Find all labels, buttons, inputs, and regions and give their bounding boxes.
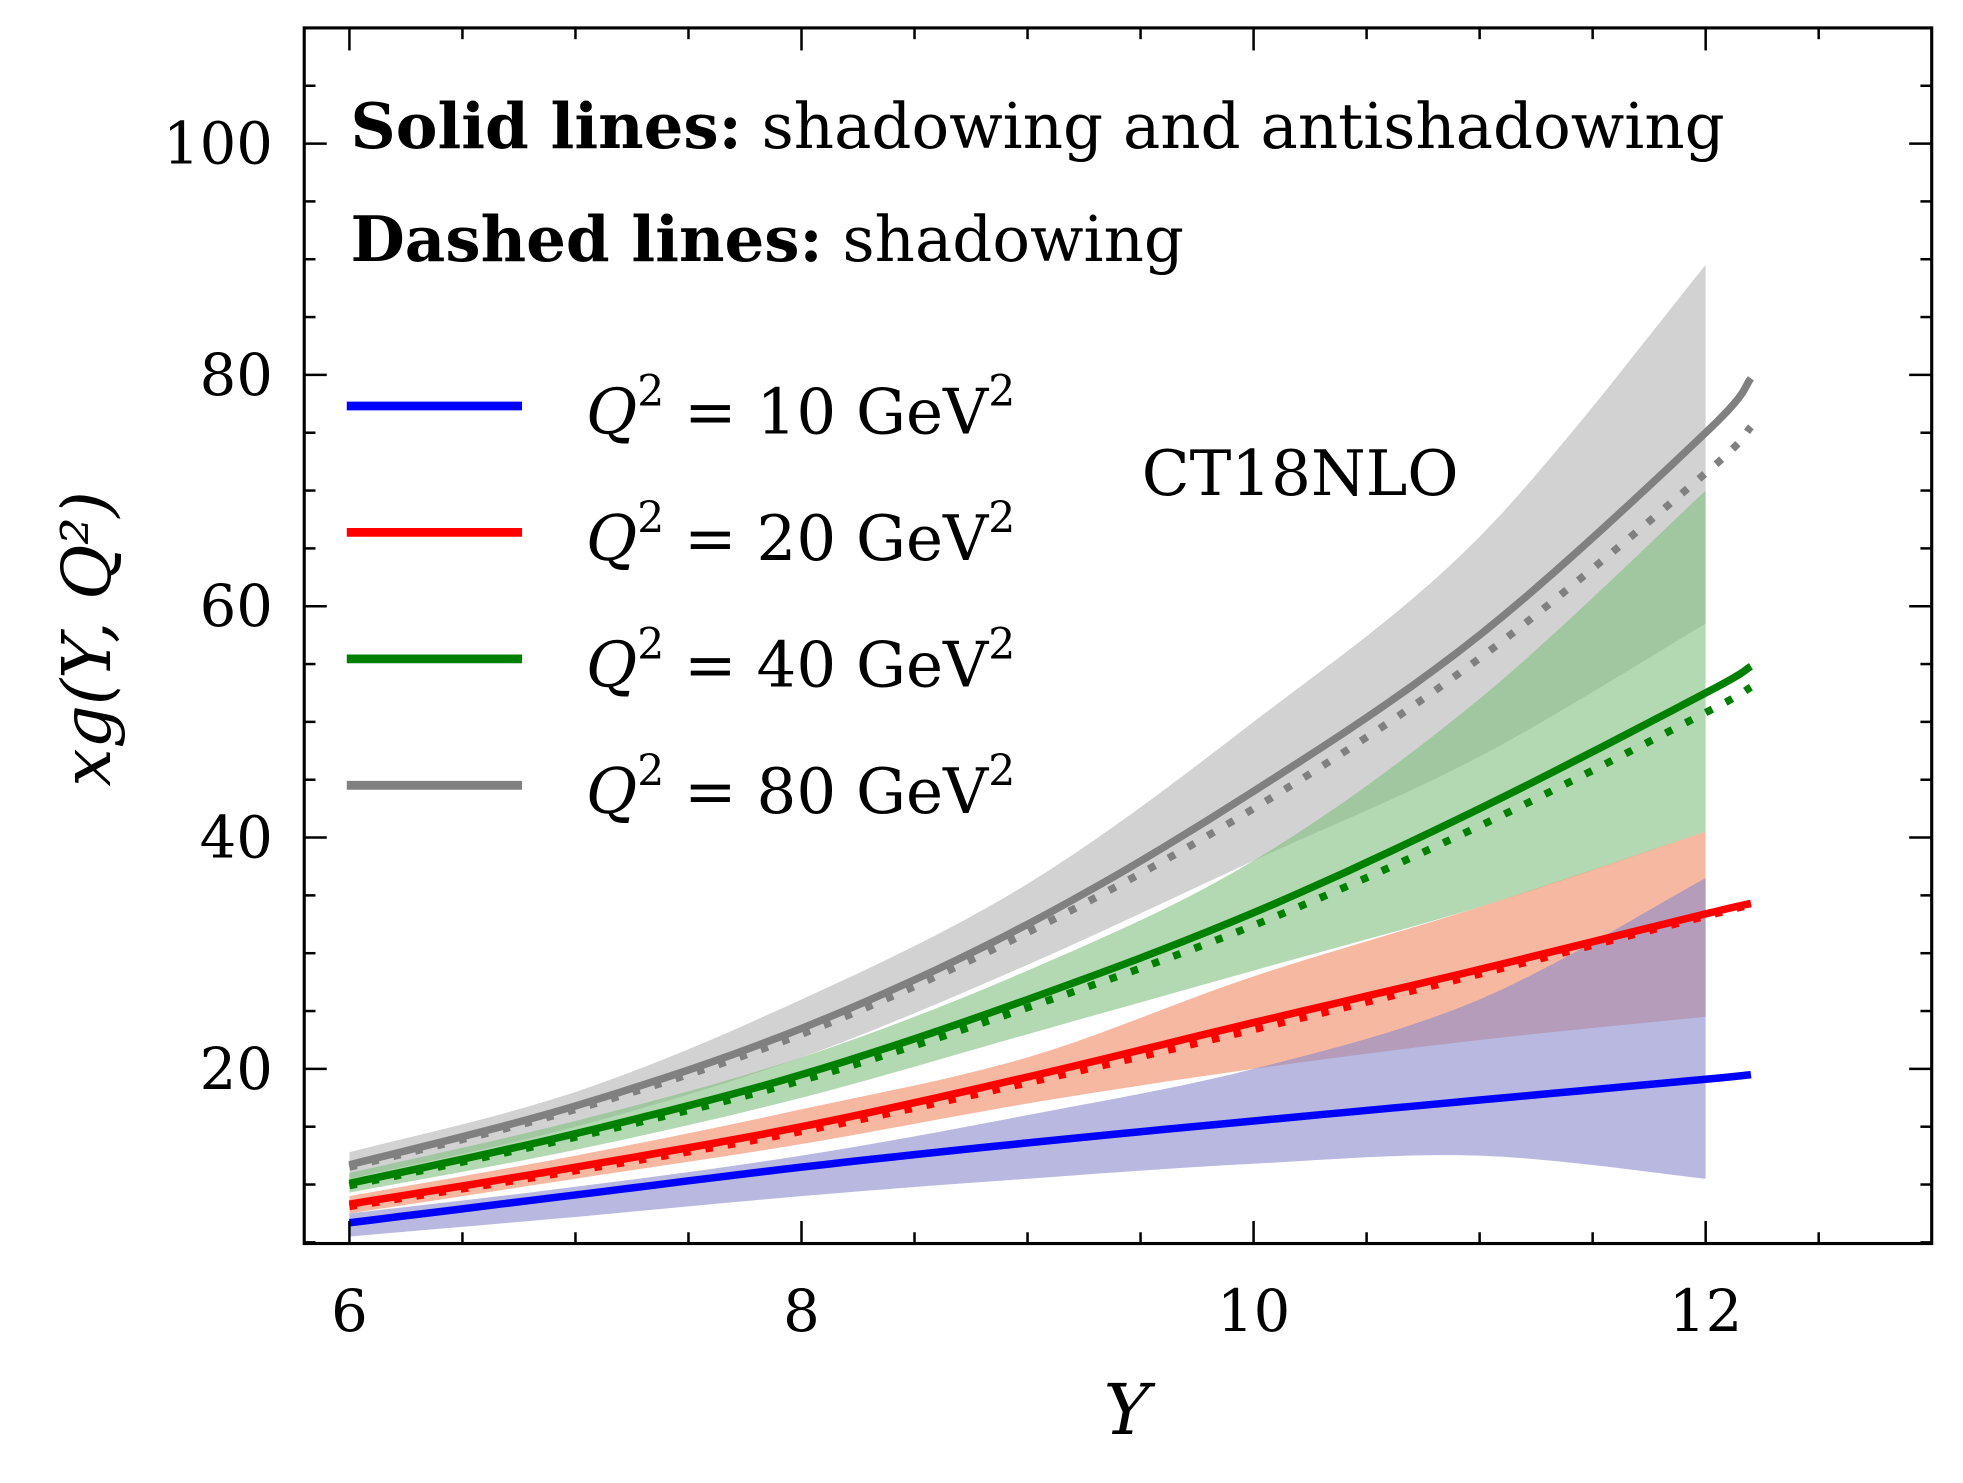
y-axis-label: xg(Y, Q²): [47, 491, 126, 787]
legend-label: Q2 = 20 GeV2: [586, 493, 1015, 575]
legend-item: Q2 = 20 GeV2: [346, 493, 1015, 575]
solid-line-2: [348, 899, 1752, 1208]
pdf-set-label: CT18NLO: [1142, 437, 1459, 510]
legend-item: Q2 = 40 GeV2: [346, 620, 1015, 702]
legend: Q2 = 10 GeV2 Q2 = 20 GeV2 Q2 = 40 GeV2 Q2 =…: [346, 367, 1015, 828]
legend-item: Q2 = 80 GeV2: [346, 746, 1015, 828]
solid-line-3: [348, 663, 1753, 1188]
uncertainty-bands: [349, 265, 1706, 1237]
solid-line-1: [348, 1070, 1752, 1227]
x-tick-label: 10: [1217, 1278, 1290, 1345]
y-tick-label: 80: [200, 342, 273, 409]
y-tick-label: 60: [200, 573, 273, 640]
dashed-text: shadowing: [843, 203, 1184, 276]
x-tick-label: 8: [783, 1278, 820, 1345]
plot-frame: [302, 26, 1934, 1246]
solid-label: Solid lines:: [351, 89, 742, 163]
axis-ticks: [304, 26, 1933, 1244]
series-lines: [348, 376, 1754, 1227]
band-4: [349, 265, 1706, 1179]
legend-label: Q2 = 40 GeV2: [586, 620, 1015, 702]
solid-text: shadowing and antishadowing: [762, 90, 1725, 163]
x-tick-label: 6: [331, 1278, 368, 1345]
solid-line-4: [348, 376, 1754, 1169]
y-tick-label: 100: [163, 111, 273, 178]
band-1: [349, 878, 1706, 1237]
band-3: [349, 490, 1706, 1193]
solid-lines-annotation: Solid lines: shadowing and antishadowing: [351, 89, 1725, 163]
dashed-lines-annotation: Dashed lines: shadowing: [351, 202, 1184, 276]
x-axis-label: Y: [1104, 1369, 1156, 1451]
dashed-label: Dashed lines:: [351, 202, 823, 276]
x-tick-label: 12: [1669, 1278, 1742, 1345]
tick-labels: 6 8 10 12 20 40 60 80 100: [163, 111, 1742, 1346]
legend-item: Q2 = 10 GeV2: [346, 367, 1015, 449]
y-tick-label: 20: [200, 1036, 273, 1103]
legend-label: Q2 = 10 GeV2: [586, 367, 1015, 449]
y-tick-label: 40: [200, 805, 273, 872]
legend-label: Q2 = 80 GeV2: [586, 746, 1015, 828]
